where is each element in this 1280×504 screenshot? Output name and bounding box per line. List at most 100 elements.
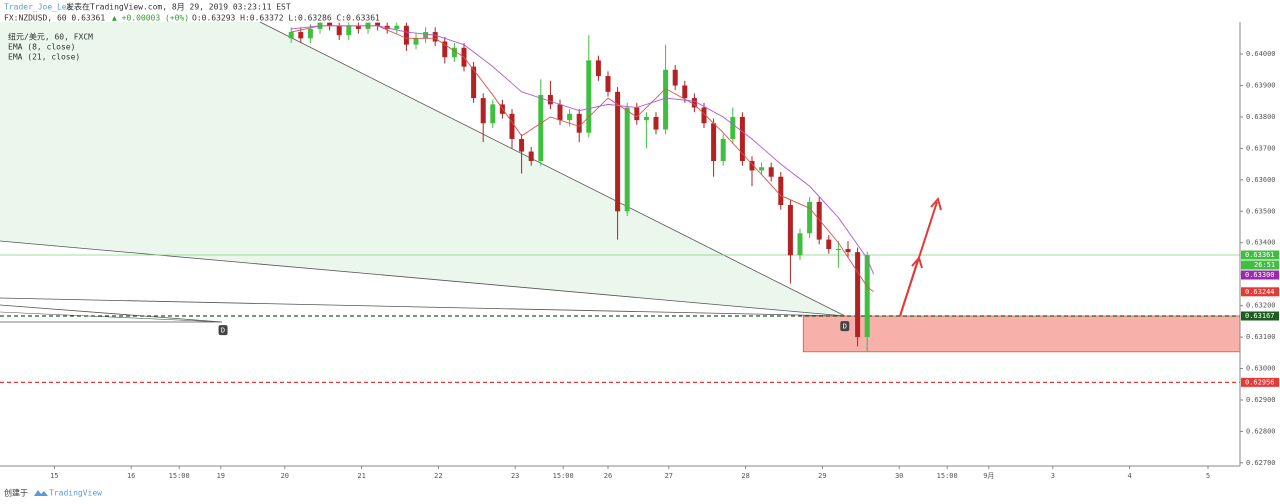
candle-body (586, 60, 592, 133)
published: 发表在TradingView.com, 8月 29, 2019 03:23:11… (66, 2, 291, 12)
arrow (899, 259, 919, 317)
annotation-badge (218, 325, 228, 336)
y-tick-label: 0.63900 (1246, 82, 1276, 90)
price-label-box (1241, 250, 1279, 260)
candle-body (375, 22, 381, 26)
candle-body (413, 38, 419, 45)
candle-body (547, 94, 553, 105)
x-tick-label: 21 (357, 472, 365, 480)
price-label-box (1241, 377, 1279, 387)
x-tick-label: 23 (511, 472, 519, 480)
candle-body (845, 249, 851, 253)
candle-body (826, 239, 832, 250)
triangle-shade (0, 22, 845, 316)
candle-body (509, 113, 515, 139)
legend-entry: EMA (21, close) (8, 53, 80, 62)
price-label: 0.63167 (1245, 312, 1275, 320)
x-tick-label: 9月 (983, 472, 994, 480)
candle-body (643, 116, 649, 121)
candle-body (557, 104, 563, 121)
price-label-box (1241, 270, 1279, 280)
x-tick-label: 19 (217, 472, 225, 480)
candle-body (787, 205, 793, 256)
candle-body (403, 25, 409, 45)
trend-line (259, 21, 846, 317)
candle-body (739, 116, 745, 161)
y-tick-label: 0.63400 (1246, 239, 1276, 247)
price-label: 0.63300 (1245, 271, 1275, 279)
candle-body (298, 32, 304, 39)
candle-body (730, 116, 736, 139)
candle-body (595, 60, 601, 77)
candle-body (528, 151, 534, 161)
trend-line (0, 240, 846, 317)
candle-body (797, 233, 803, 256)
ema-line (291, 25, 875, 275)
x-tick-label: 16 (127, 472, 135, 480)
candle-body (538, 94, 544, 161)
candle-body (701, 107, 707, 124)
candle-body (346, 25, 352, 36)
candle-body (749, 160, 755, 171)
ohlc: O:0.63293 H:0.63372 L:0.63286 C:0.63361 (192, 14, 380, 23)
candle-body (864, 255, 870, 338)
y-tick-label: 0.62900 (1246, 396, 1276, 404)
x-tick-label: 15:00 (937, 472, 958, 480)
candle-body (451, 47, 457, 58)
candle-body (663, 69, 669, 130)
trend-line (0, 297, 846, 317)
candle-body (816, 201, 822, 240)
arrow-head (930, 196, 942, 211)
y-tick-label: 0.64000 (1246, 50, 1276, 58)
x-tick-label: 15 (50, 472, 58, 480)
y-tick-label: 0.63800 (1246, 113, 1276, 121)
candle-body (432, 32, 438, 42)
candle-body (835, 249, 841, 251)
candle-body (711, 123, 717, 161)
candle-body (490, 104, 496, 124)
candle-body (288, 32, 294, 39)
ema-line (291, 25, 874, 293)
trend-line (0, 311, 223, 323)
author[interactable]: Trader_Joe_Lee (4, 3, 72, 12)
demand-zone (802, 315, 1241, 353)
candle-body (720, 138, 726, 161)
y-tick-label: 0.63600 (1246, 176, 1276, 184)
candle-body (394, 25, 400, 29)
y-tick-label: 0.63200 (1246, 302, 1276, 310)
candle-body (672, 69, 678, 86)
price-label: 0.63361 (1245, 251, 1275, 259)
x-tick-label: 27 (665, 472, 673, 480)
candle-body (768, 167, 774, 177)
x-tick-label: 15:00 (169, 472, 190, 480)
candle-body (567, 113, 573, 121)
candle-body (442, 41, 448, 58)
candle-body (423, 32, 429, 39)
y-tick-label: 0.63500 (1246, 207, 1276, 215)
change: ▲ +0.00003 (+0%) (112, 14, 189, 23)
candle-body (759, 167, 765, 171)
candle-body (471, 66, 477, 99)
x-tick-label: 15:00 (553, 472, 574, 480)
countdown-box (1241, 260, 1279, 270)
candle-body (778, 176, 784, 206)
candle-body (480, 98, 486, 124)
x-tick-label: 28 (741, 472, 749, 480)
price-label-box (1241, 287, 1279, 297)
candle-body (682, 85, 688, 99)
footer-created: 创建于 (4, 488, 28, 498)
y-tick-label: 0.63700 (1246, 144, 1276, 152)
x-tick-label: 20 (281, 472, 289, 480)
candle-body (576, 113, 582, 133)
candle-body (307, 28, 313, 39)
y-tick-label: 0.63100 (1246, 333, 1276, 341)
legend-entry: EMA (8, close) (8, 43, 75, 52)
footer-brand[interactable]: TradingView (49, 489, 102, 498)
candle-body (634, 107, 640, 121)
candle-body (653, 116, 659, 130)
annotation: D (221, 327, 225, 335)
price-label-box (1241, 311, 1279, 321)
symbol: 纽元/美元, 60, FXCM (8, 32, 93, 42)
y-tick-label: 0.63000 (1246, 365, 1276, 373)
